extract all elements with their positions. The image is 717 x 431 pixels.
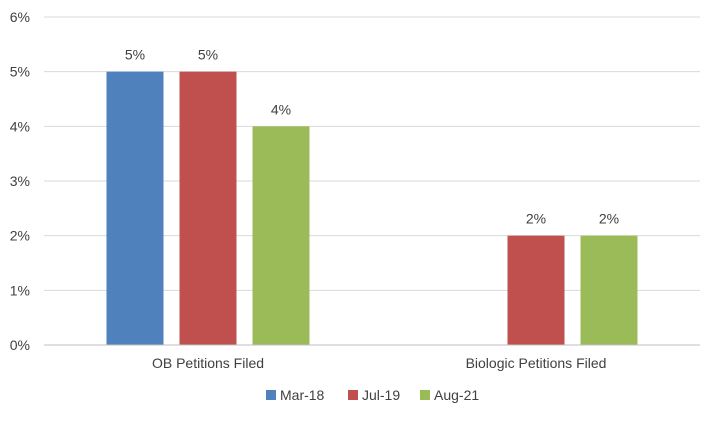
y-tick-label: 4% [10, 118, 30, 134]
data-label: 5% [125, 47, 145, 63]
bar-jul-19 [179, 71, 237, 346]
x-category-label: Biologic Petitions Filed [466, 355, 607, 371]
legend-swatch-jul-19 [348, 390, 358, 400]
y-tick-label: 5% [10, 64, 30, 80]
y-tick-label: 2% [10, 228, 30, 244]
y-tick-label: 0% [10, 337, 30, 353]
y-tick-label: 3% [10, 173, 30, 189]
y-tick-label: 1% [10, 282, 30, 298]
data-label: 5% [198, 47, 218, 63]
data-label: 2% [526, 211, 546, 227]
bar-aug-21 [580, 235, 638, 345]
data-labels: 5% 5% 4% 2% 2% [125, 47, 619, 227]
bar-jul-19 [507, 235, 565, 345]
bar-aug-21 [252, 126, 310, 345]
legend: Mar-18 Jul-19 Aug-21 [266, 387, 479, 403]
bar-mar-18 [106, 71, 164, 346]
data-label: 4% [271, 101, 291, 117]
y-tick-label: 6% [10, 9, 30, 25]
legend-label: Mar-18 [280, 387, 325, 403]
axes: 0% 1% 2% 3% 4% 5% 6% OB Petitions Filed Biologic… [10, 9, 700, 371]
legend-label: Aug-21 [434, 387, 479, 403]
legend-swatch-aug-21 [420, 390, 430, 400]
x-category-label: OB Petitions Filed [152, 355, 264, 371]
bars [106, 71, 638, 346]
legend-label: Jul-19 [362, 387, 400, 403]
data-label: 2% [599, 211, 619, 227]
legend-swatch-mar-18 [266, 390, 276, 400]
